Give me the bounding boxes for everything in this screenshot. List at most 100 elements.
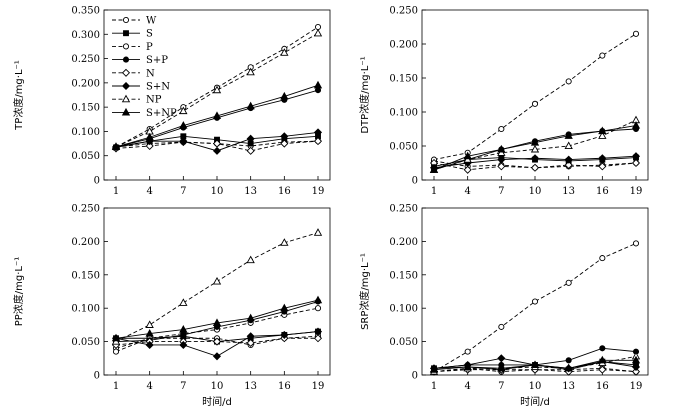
legend-item: S+NP	[112, 107, 177, 119]
data-point	[313, 80, 323, 89]
legend-marker	[121, 107, 131, 116]
data-point	[429, 165, 439, 173]
legend-label: P	[146, 42, 153, 53]
series-NP	[111, 28, 323, 151]
data-point	[179, 298, 188, 306]
data-point	[598, 154, 607, 163]
series-NP	[111, 228, 323, 345]
x-tick-label: 16	[596, 381, 609, 392]
legend-marker	[121, 68, 131, 77]
legend-item: S+N	[112, 82, 170, 93]
x-tick-label: 4	[146, 381, 152, 392]
data-point	[313, 327, 323, 336]
y-tick-label: 0.050	[389, 142, 418, 153]
data-point	[631, 367, 641, 376]
legend-marker	[122, 43, 130, 50]
x-tick-label: 19	[630, 186, 643, 197]
data-point	[145, 132, 154, 141]
data-point	[463, 362, 472, 371]
x-tick-label: 16	[278, 381, 291, 392]
x-tick-label: 10	[211, 381, 224, 392]
data-point	[280, 238, 289, 246]
y-tick-label: 0.350	[71, 6, 100, 17]
data-point	[497, 363, 506, 372]
data-point	[246, 134, 255, 143]
data-point	[246, 255, 255, 264]
legend-label: S+N	[146, 82, 170, 93]
legend-item: NP	[112, 94, 162, 106]
data-point	[463, 165, 472, 174]
x-tick-label: 19	[312, 381, 325, 392]
data-point	[313, 137, 323, 146]
legend-item: S	[112, 29, 153, 40]
x-tick-label: 13	[562, 381, 575, 392]
x-tick-label: 7	[180, 381, 186, 392]
x-tick-label: 4	[464, 186, 470, 197]
x-tick-label: 16	[596, 186, 609, 197]
data-point	[564, 161, 573, 170]
legend-label: N	[146, 68, 155, 79]
data-point	[497, 162, 506, 171]
data-point	[313, 228, 323, 236]
data-point	[631, 121, 641, 129]
x-tick-label: 1	[113, 186, 119, 197]
y-tick-label: 0.150	[71, 103, 100, 114]
data-point	[598, 355, 607, 364]
x-tick-label: 16	[278, 186, 291, 197]
data-point	[313, 28, 323, 37]
data-point	[111, 333, 121, 342]
data-point	[145, 141, 154, 151]
plot-frame	[103, 207, 331, 376]
x-tick-label: 10	[211, 186, 224, 197]
legend-label: S	[146, 29, 153, 40]
y-axis-label: SRP浓度/mg·L⁻¹	[358, 253, 371, 330]
data-point	[631, 362, 641, 372]
x-tick-label: 13	[244, 186, 257, 197]
data-point	[599, 255, 606, 262]
data-point	[599, 52, 606, 59]
legend-marker	[122, 16, 130, 24]
data-point	[598, 162, 607, 171]
x-tick-label: 10	[529, 381, 542, 392]
data-point	[530, 138, 540, 146]
data-point	[530, 154, 540, 163]
data-point	[498, 323, 505, 330]
data-point	[179, 340, 188, 349]
data-point	[180, 331, 187, 338]
legend-label: S+NP	[146, 108, 177, 119]
data-point	[246, 101, 255, 110]
data-point	[565, 279, 572, 286]
series-S+NP	[111, 295, 323, 342]
data-point	[145, 329, 154, 337]
panels: 0 0.050 0.100 0.150 0.200 0.250 0.300 0.350 1 4 7 1…	[12, 6, 649, 408]
legend-marker	[121, 81, 131, 91]
x-tick-label: 4	[464, 381, 470, 392]
legend-marker	[121, 94, 131, 103]
legend-item: P	[112, 42, 153, 53]
y-tick-label: 0	[412, 371, 418, 382]
series-S+N	[111, 327, 323, 361]
data-point	[145, 340, 154, 349]
legend: WSP S+P N S+N NP S+NP	[112, 16, 177, 119]
data-point	[497, 155, 506, 164]
data-point	[212, 352, 222, 361]
x-tick-label: 1	[431, 186, 437, 197]
legend-item: W	[112, 16, 157, 27]
y-tick-label: 0.100	[71, 304, 100, 315]
x-axis-label: 时间/d	[520, 395, 550, 408]
x-tick-label: 19	[630, 381, 643, 392]
data-point	[565, 78, 572, 85]
series-S+NP	[429, 355, 641, 373]
y-tick-label: 0.250	[389, 204, 418, 215]
series-S+NP	[429, 121, 641, 173]
legend-item: N	[112, 68, 155, 79]
x-tick-label: 7	[498, 186, 504, 197]
series-P	[430, 240, 640, 375]
data-point	[598, 131, 607, 139]
y-tick-label: 0	[94, 371, 100, 382]
data-point	[280, 139, 289, 148]
y-tick-label: 0.200	[71, 78, 100, 89]
data-point	[212, 111, 222, 119]
series-S+N	[429, 152, 641, 172]
